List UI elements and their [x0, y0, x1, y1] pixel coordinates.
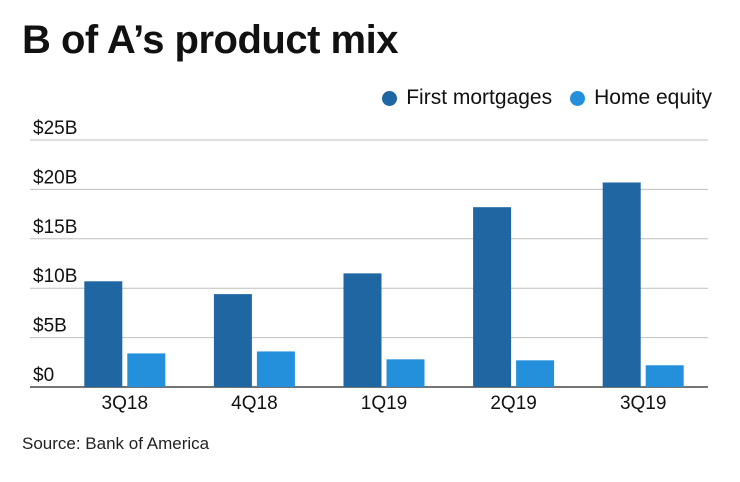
y-tick-label: $10B	[33, 266, 77, 287]
legend-item-first-mortgages: First mortgages	[382, 86, 552, 110]
bar-home-equity	[516, 360, 555, 387]
y-tick-label: $25B	[33, 118, 77, 139]
bar-first-mortgages	[343, 273, 382, 387]
source-note: Source: Bank of America	[22, 434, 210, 453]
y-tick-label: $5B	[33, 316, 67, 337]
x-tick-label: 4Q18	[231, 393, 277, 414]
bar-first-mortgages	[473, 207, 512, 387]
y-tick-label: $15B	[33, 217, 77, 238]
legend-label-first-mortgages: First mortgages	[406, 86, 553, 109]
bar-home-equity	[256, 351, 295, 387]
bar-first-mortgages	[84, 281, 123, 387]
x-tick-label: 2Q19	[490, 393, 536, 414]
y-tick-label: $0	[33, 365, 54, 386]
y-tick-label: $20B	[33, 167, 77, 188]
x-tick-label: 3Q18	[102, 393, 148, 414]
legend: First mortgages Home equity	[382, 86, 712, 110]
bar-home-equity	[127, 353, 166, 387]
bar-first-mortgages	[213, 294, 252, 387]
bar-first-mortgages	[602, 182, 641, 387]
chart-title: B of A’s product mix	[22, 18, 398, 62]
legend-label-home-equity: Home equity	[594, 86, 712, 109]
legend-swatch-first-mortgages	[382, 90, 398, 106]
bar-home-equity	[386, 359, 425, 387]
x-tick-label: 1Q19	[361, 393, 407, 414]
legend-item-home-equity: Home equity	[570, 86, 712, 110]
legend-swatch-home-equity	[570, 90, 586, 106]
x-tick-label: 3Q19	[620, 393, 666, 414]
bar-home-equity	[645, 365, 684, 387]
